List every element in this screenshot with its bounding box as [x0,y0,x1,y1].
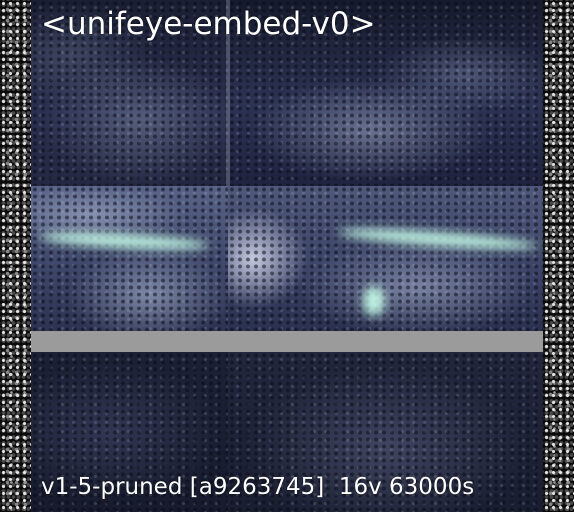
scan-tile-bottom-right [228,352,543,512]
image-grid-viewer: <unifeye-embed-v0> v1-5-pruned [a9263745… [31,0,543,512]
scan-tile-bottom-left [31,352,228,512]
scan-tile-top-left [31,0,228,186]
scan-tile-middle-right [228,186,543,331]
right-noise-strip [543,0,574,512]
scan-tile-middle-left [31,186,228,331]
tile-divider-vertical [226,0,230,186]
grid-separator-bar [31,331,543,352]
scan-tile-top-right [228,0,543,186]
model-title-label: <unifeye-embed-v0> [41,6,376,42]
model-info-footer: v1-5-pruned [a9263745] 16v 63000s [41,474,475,500]
highlight-glow [363,286,385,316]
left-noise-strip [0,0,31,512]
